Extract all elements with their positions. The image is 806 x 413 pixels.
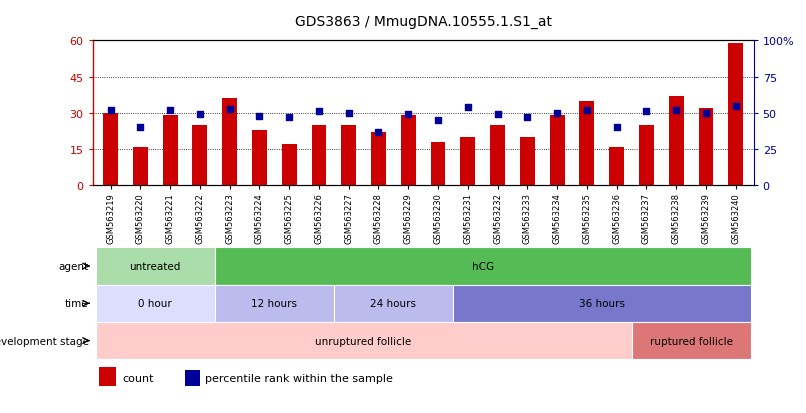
Bar (632, 322, 750, 359)
Text: ruptured follicle: ruptured follicle (650, 336, 733, 346)
Bar (729, 44, 743, 186)
Point (253, 113, 266, 120)
Point (283, 114, 296, 121)
Point (670, 107, 683, 114)
Text: unruptured follicle: unruptured follicle (315, 336, 412, 346)
Bar (609, 147, 624, 186)
Bar (341, 126, 356, 186)
Text: time: time (65, 299, 89, 309)
Bar (103, 114, 118, 186)
Bar (96, 248, 214, 285)
Bar (222, 99, 237, 186)
Bar (163, 116, 177, 186)
Point (104, 107, 117, 114)
Point (700, 110, 713, 117)
Bar (639, 126, 654, 186)
Text: development stage: development stage (0, 336, 89, 346)
Bar (371, 133, 386, 186)
Bar (453, 285, 750, 322)
Point (164, 107, 177, 114)
Point (580, 107, 593, 114)
Point (521, 114, 534, 121)
Text: hCG: hCG (472, 261, 494, 271)
Bar (185, 370, 200, 386)
Text: 12 hours: 12 hours (251, 299, 297, 309)
Bar (252, 131, 267, 186)
Point (431, 117, 444, 124)
Point (610, 125, 623, 131)
Point (461, 104, 474, 111)
Point (223, 106, 236, 112)
Text: percentile rank within the sample: percentile rank within the sample (205, 373, 393, 383)
Text: agent: agent (59, 261, 89, 271)
Text: count: count (123, 373, 154, 383)
Bar (520, 138, 535, 186)
Bar (699, 109, 713, 186)
Text: 36 hours: 36 hours (579, 299, 625, 309)
Bar (282, 145, 297, 186)
Bar (550, 116, 564, 186)
Text: 24 hours: 24 hours (371, 299, 417, 309)
Point (402, 112, 415, 118)
Point (313, 109, 326, 115)
Bar (133, 147, 147, 186)
Bar (460, 138, 476, 186)
Point (550, 110, 563, 117)
Bar (214, 248, 750, 285)
Bar (490, 126, 505, 186)
Bar (311, 126, 326, 186)
Bar (99, 368, 116, 386)
Text: untreated: untreated (130, 261, 181, 271)
Bar (401, 116, 416, 186)
Point (343, 110, 355, 117)
Bar (334, 285, 453, 322)
Point (193, 112, 206, 118)
Point (729, 103, 742, 109)
Point (491, 112, 504, 118)
Bar (96, 322, 632, 359)
Bar (430, 142, 446, 186)
Point (640, 109, 653, 115)
Text: 0 hour: 0 hour (139, 299, 172, 309)
Bar (96, 285, 214, 322)
Point (372, 129, 385, 135)
Bar (669, 97, 683, 186)
Bar (580, 102, 594, 186)
Point (134, 125, 147, 131)
Bar (193, 126, 207, 186)
Text: GDS3863 / MmugDNA.10555.1.S1_at: GDS3863 / MmugDNA.10555.1.S1_at (295, 15, 551, 29)
Bar (214, 285, 334, 322)
